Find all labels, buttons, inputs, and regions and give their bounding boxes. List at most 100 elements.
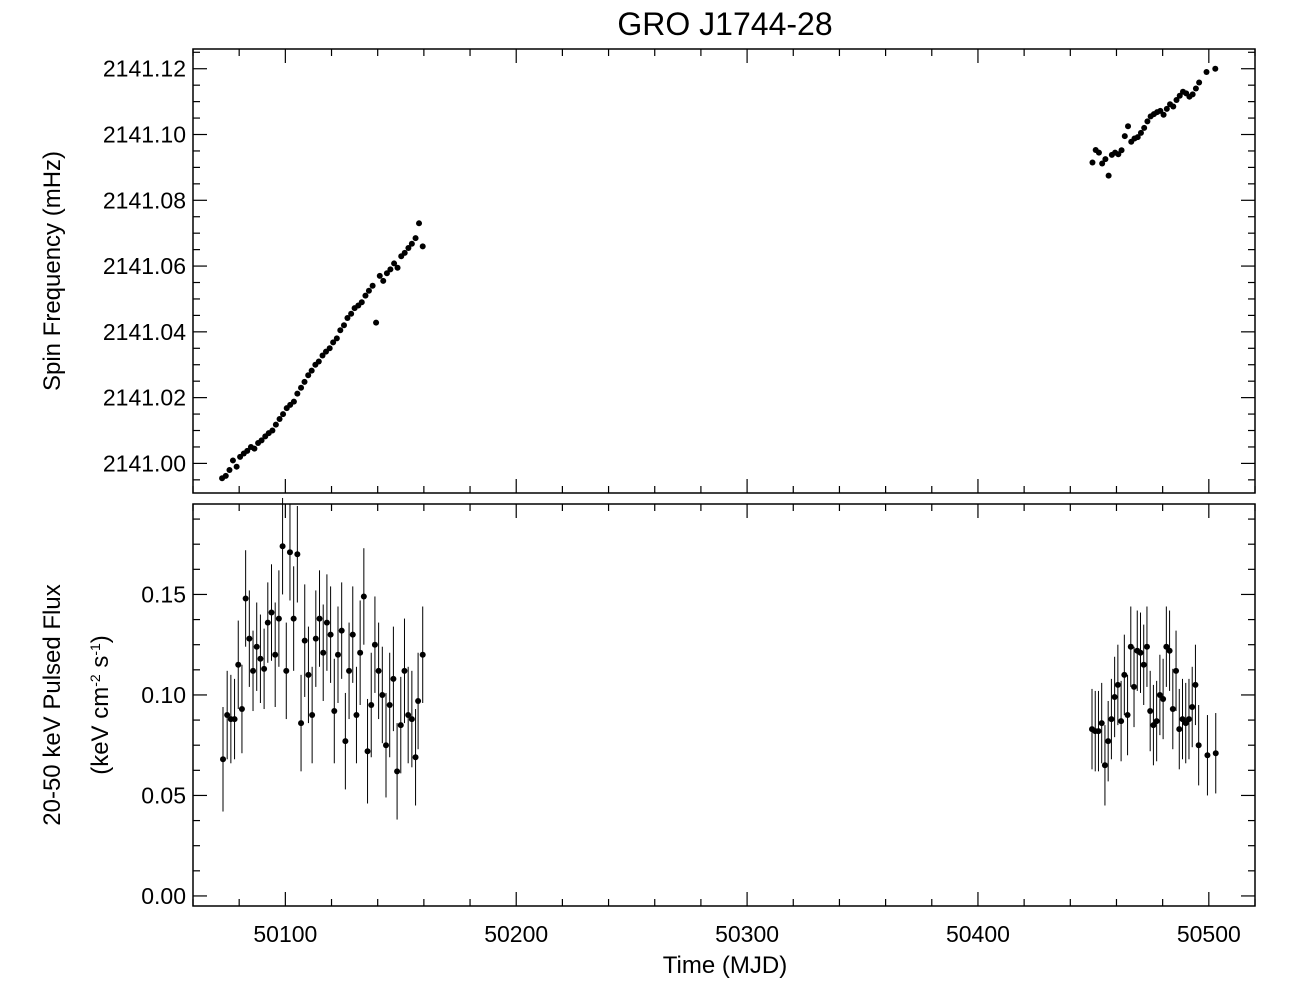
pulsed-flux-data-point — [316, 615, 323, 622]
pulsed-flux-data-point — [353, 712, 360, 719]
pulsed-flux-data-point — [264, 619, 271, 626]
spin-frequency-data-point — [1118, 147, 1125, 154]
pulsed-flux-data-point — [364, 748, 371, 755]
pulsed-flux-y-tick-labels: 0.00 0.05 0.10 0.15 — [141, 581, 186, 909]
pulsed-flux-data-point — [323, 619, 330, 626]
pulsed-flux-data-point — [1185, 716, 1192, 723]
spin-frequency-data-point — [1121, 133, 1128, 140]
pulsed-flux-data-point — [1114, 681, 1121, 688]
pulsed-flux-data-point — [301, 637, 308, 644]
spin-frequency-data-point — [301, 378, 308, 385]
pulsed-flux-data-point — [1195, 742, 1202, 749]
pulsed-flux-data-point — [1147, 708, 1154, 715]
spin-frequency-data-point — [337, 327, 344, 334]
pulsed-flux-data-point — [320, 649, 327, 656]
pulsed-flux-data-point — [346, 667, 353, 674]
spin-frequency-data-point — [1189, 91, 1196, 98]
spin-frequency-data-point — [383, 270, 390, 277]
spin-frequency-data-point — [340, 322, 347, 329]
spin-frequency-data-point — [1089, 159, 1096, 166]
pulsed-flux-data-point — [397, 722, 404, 729]
spin-frequency-data-point — [1144, 118, 1151, 125]
x-tick-label: 50500 — [1177, 921, 1241, 947]
spin-frequency-data-point — [1203, 69, 1210, 76]
pulsed-flux-data-point — [1111, 693, 1118, 700]
spin-frequency-data-point — [315, 358, 322, 365]
pulsed-flux-data-point — [394, 768, 401, 775]
pulsed-flux-y-tick-label: 0.15 — [141, 581, 186, 607]
pulsed-flux-data-point — [286, 549, 293, 556]
x-axis-label: Time (MJD) — [663, 952, 787, 979]
pulsed-flux-data-point — [1169, 706, 1176, 713]
pulsed-flux-data-point — [1127, 643, 1134, 650]
spin-frequency-data-point — [344, 315, 351, 322]
spin-frequency-data-point — [1102, 156, 1109, 163]
spin-frequency-data-point — [369, 282, 376, 289]
pulsed-flux-data-point — [1166, 647, 1173, 654]
spin-frequency-data-point — [305, 372, 312, 379]
spin-frequency-data-point — [222, 472, 229, 479]
pulsed-flux-data-point — [290, 615, 297, 622]
spin-frequency-data-point — [1095, 149, 1102, 156]
pulsed-flux-data-point — [327, 631, 334, 638]
spin-frequency-data-point — [412, 235, 419, 242]
spin-frequency-data-point — [244, 447, 251, 454]
pulsed-flux-data-point — [268, 609, 275, 616]
pulsed-flux-data-point — [357, 649, 364, 656]
pulsed-flux-data-point — [1108, 716, 1115, 723]
spin-frequency-data-point — [251, 445, 258, 452]
spin-frequency-data-point — [326, 345, 333, 352]
pulsed-flux-data-point — [1137, 649, 1144, 656]
spin-frequency-data-point — [387, 266, 394, 273]
spin-frequency-data-point — [405, 244, 412, 251]
spin-frequency-data-point — [391, 260, 398, 267]
spin-frequency-data-point — [276, 416, 283, 422]
spin-frequency-data-point — [373, 319, 380, 326]
spin-frequency-data-point — [280, 411, 287, 418]
pulsed-flux-data-point — [294, 551, 301, 558]
pulsed-flux-data-point — [1098, 720, 1105, 727]
pulsed-flux-data-point — [1176, 726, 1183, 733]
x-tick-label: 50300 — [715, 921, 779, 947]
spin-frequency-data-point — [294, 390, 301, 397]
pulsed-flux-data-point — [220, 756, 227, 763]
pulsed-flux-data-point — [334, 651, 341, 658]
pulsed-flux-data-point — [250, 667, 257, 674]
pulsed-flux-data-point — [257, 655, 264, 662]
pulsed-flux-y-axis-units: (keV cm-2 s-1) — [87, 635, 114, 775]
pulsed-flux-data-point — [386, 702, 393, 708]
spin-frequency-data-point — [394, 264, 401, 271]
pulsed-flux-data-point — [1160, 695, 1167, 702]
spin-frequency-y-tick-label: 2141.06 — [103, 253, 186, 279]
pulsed-flux-data-point — [231, 716, 238, 723]
spin-frequency-y-tick-labels: 2141.00 2141.02 2141.04 2141.06 2141.08 2141.… — [103, 56, 186, 477]
pulsed-flux-data-point — [238, 706, 245, 713]
pulsed-flux-data-point — [1101, 762, 1108, 769]
pulsed-flux-data-point — [1156, 691, 1163, 698]
pulsed-flux-data-point — [224, 712, 231, 719]
pulsed-flux-data-point — [1131, 683, 1138, 690]
pulsed-flux-data-point — [253, 643, 260, 650]
spin-frequency-data-point — [1192, 85, 1199, 92]
spin-frequency-data-point — [333, 335, 340, 342]
pulsed-flux-data-point — [412, 754, 419, 761]
spin-frequency-data-point — [1134, 134, 1141, 141]
pulsed-flux-data-point — [383, 742, 390, 749]
pulsed-flux-data-point — [279, 543, 286, 550]
spin-frequency-data-point — [380, 277, 387, 284]
pulsed-flux-data-point — [390, 675, 397, 682]
spin-frequency-data-point — [376, 272, 383, 279]
pulsed-flux-data-point — [1121, 671, 1128, 678]
pulsed-flux-data-point — [349, 631, 356, 638]
spin-frequency-data-point — [319, 352, 326, 359]
pulsed-flux-data-point — [246, 635, 253, 642]
pulsed-flux-data-point — [1124, 712, 1131, 719]
pulsed-flux-data-point — [368, 702, 375, 708]
pulsed-flux-data-point — [312, 635, 319, 642]
pulsed-flux-data-point — [338, 627, 345, 634]
spin-frequency-data-point — [1170, 103, 1177, 110]
spin-frequency-data-point — [1196, 79, 1203, 86]
pulsed-flux-data-point — [309, 712, 316, 719]
pulsed-flux-data-point — [1182, 720, 1189, 727]
